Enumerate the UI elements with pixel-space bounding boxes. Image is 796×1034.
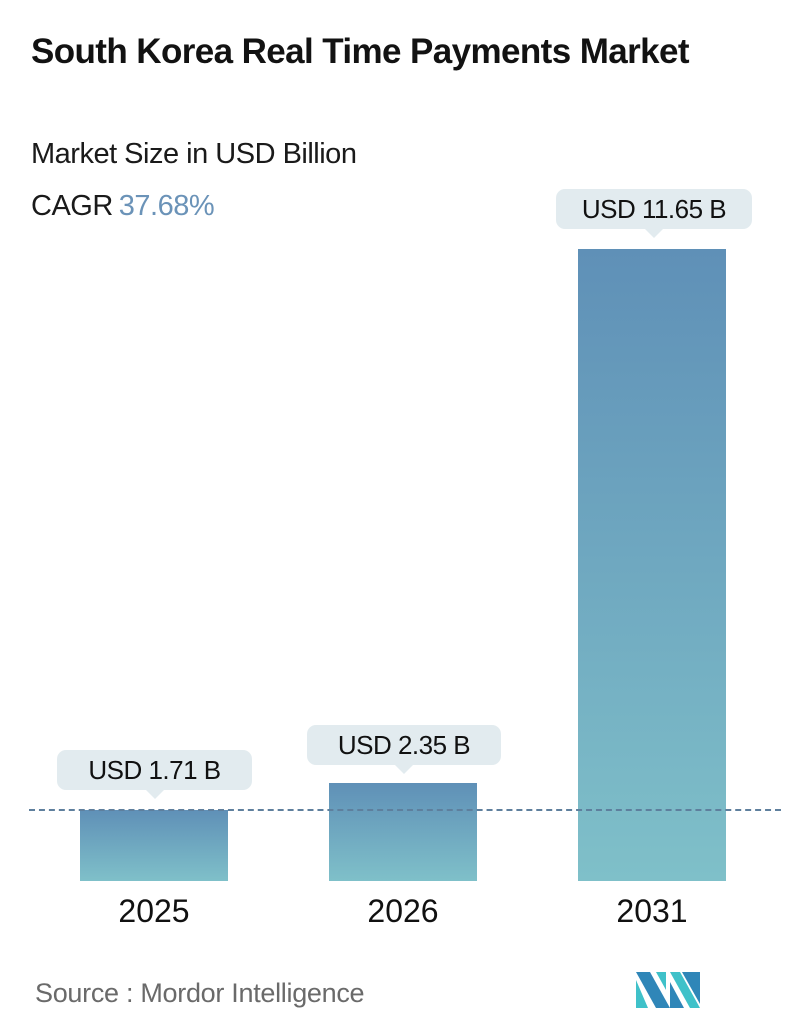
chart-title: South Korea Real Time Payments Market: [31, 32, 690, 71]
value-label-2026: USD 2.35 B: [307, 725, 501, 774]
reference-dashed-line: [29, 809, 781, 811]
bar-2031: [578, 249, 726, 881]
x-label-2025: 2025: [118, 893, 190, 929]
x-label-2026: 2026: [367, 893, 439, 929]
chart-subtitle: Market Size in USD Billion: [31, 138, 357, 170]
value-label-2025: USD 1.71 B: [57, 750, 252, 799]
bar-2026: [329, 783, 477, 881]
mordor-intelligence-logo-icon: [636, 972, 700, 1008]
cagr-label: CAGR: [31, 190, 113, 222]
source-text: Source : Mordor Intelligence: [35, 978, 365, 1008]
cagr-line: CAGR 37.68%: [31, 190, 215, 223]
bar-2025: [80, 810, 228, 881]
x-label-2031: 2031: [616, 893, 688, 929]
cagr-value: 37.68%: [118, 190, 215, 222]
value-label-2031: USD 11.65 B: [556, 189, 752, 238]
